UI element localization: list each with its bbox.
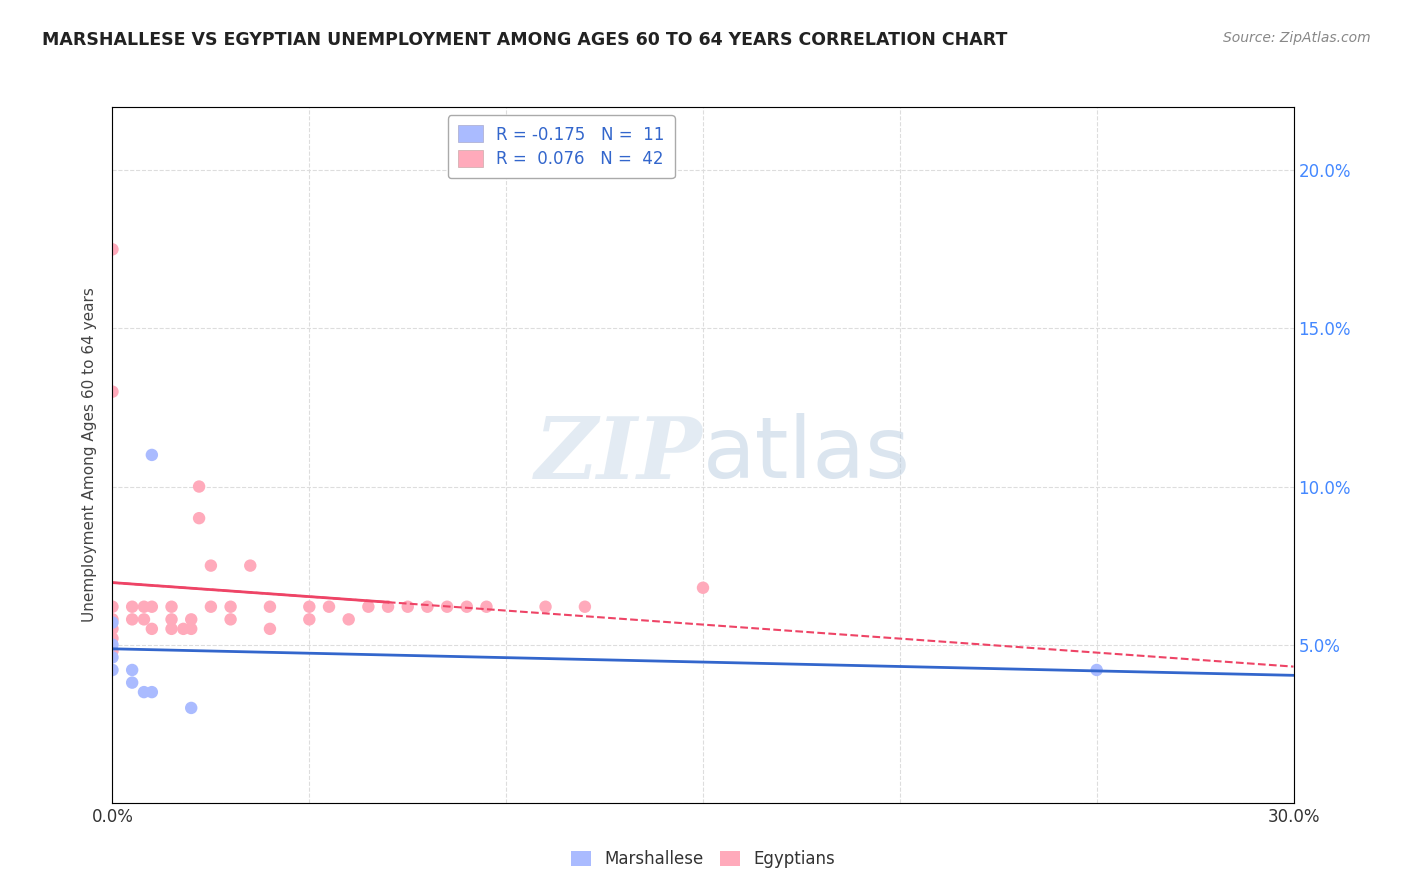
- Point: [416, 599, 439, 614]
- Point: [1085, 663, 1108, 677]
- Point: [101, 663, 124, 677]
- Point: [337, 612, 360, 626]
- Point: [121, 612, 143, 626]
- Text: Source: ZipAtlas.com: Source: ZipAtlas.com: [1223, 31, 1371, 45]
- Point: [318, 599, 340, 614]
- Point: [259, 622, 281, 636]
- Point: [160, 612, 183, 626]
- Point: [200, 599, 222, 614]
- Point: [101, 612, 124, 626]
- Point: [357, 599, 380, 614]
- Point: [534, 599, 557, 614]
- Point: [141, 599, 163, 614]
- Point: [132, 599, 155, 614]
- Text: atlas: atlas: [703, 413, 911, 497]
- Point: [298, 612, 321, 626]
- Text: ZIP: ZIP: [536, 413, 703, 497]
- Point: [141, 448, 163, 462]
- Point: [574, 599, 596, 614]
- Point: [101, 615, 124, 630]
- Point: [188, 511, 211, 525]
- Point: [101, 638, 124, 652]
- Point: [436, 599, 458, 614]
- Point: [121, 663, 143, 677]
- Point: [219, 599, 242, 614]
- Point: [239, 558, 262, 573]
- Point: [101, 644, 124, 658]
- Point: [475, 599, 498, 614]
- Point: [219, 612, 242, 626]
- Point: [180, 622, 202, 636]
- Text: MARSHALLESE VS EGYPTIAN UNEMPLOYMENT AMONG AGES 60 TO 64 YEARS CORRELATION CHART: MARSHALLESE VS EGYPTIAN UNEMPLOYMENT AMO…: [42, 31, 1008, 49]
- Point: [132, 612, 155, 626]
- Point: [692, 581, 714, 595]
- Point: [298, 599, 321, 614]
- Point: [101, 622, 124, 636]
- Point: [132, 685, 155, 699]
- Point: [101, 632, 124, 646]
- Point: [141, 685, 163, 699]
- Point: [259, 599, 281, 614]
- Legend: Marshallese, Egyptians: Marshallese, Egyptians: [564, 843, 842, 874]
- Point: [180, 701, 202, 715]
- Point: [141, 622, 163, 636]
- Point: [188, 479, 211, 493]
- Point: [121, 675, 143, 690]
- Point: [396, 599, 419, 614]
- Point: [377, 599, 399, 614]
- Point: [101, 384, 124, 399]
- Point: [172, 622, 194, 636]
- Point: [180, 612, 202, 626]
- Point: [101, 243, 124, 257]
- Point: [160, 599, 183, 614]
- Point: [101, 599, 124, 614]
- Point: [456, 599, 478, 614]
- Point: [121, 599, 143, 614]
- Point: [160, 622, 183, 636]
- Y-axis label: Unemployment Among Ages 60 to 64 years: Unemployment Among Ages 60 to 64 years: [82, 287, 97, 623]
- Point: [200, 558, 222, 573]
- Point: [101, 650, 124, 665]
